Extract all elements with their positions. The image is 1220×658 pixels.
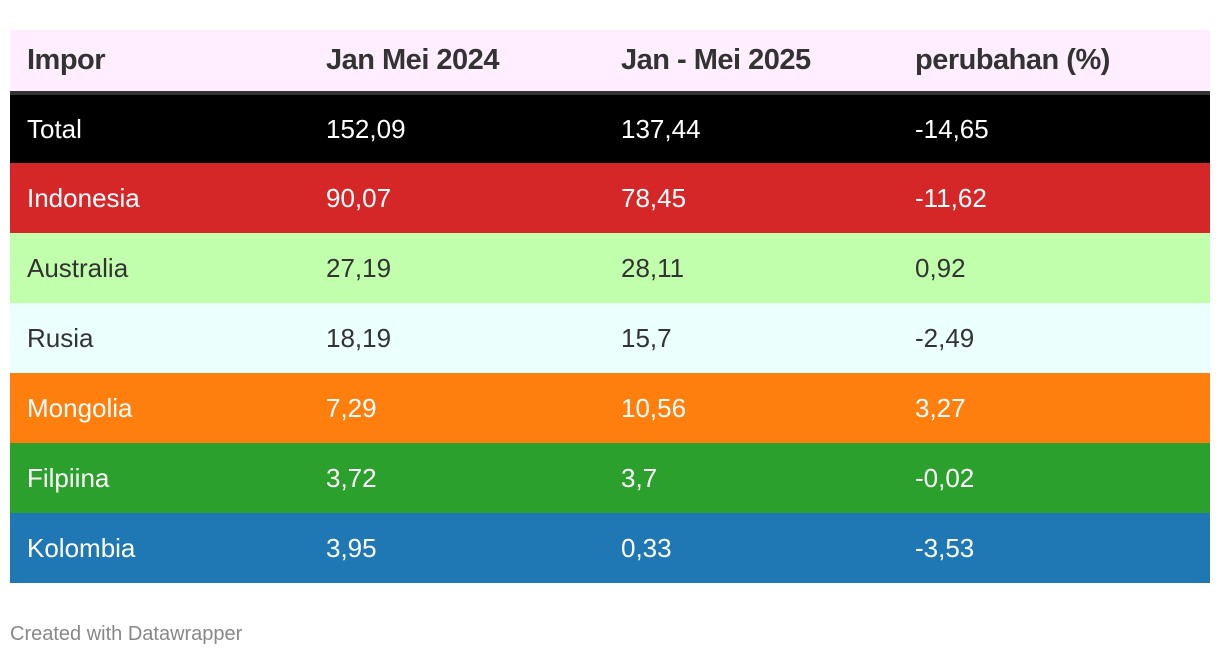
cell-change: -2,49 <box>915 322 975 353</box>
cell-2025: 137,44 <box>621 113 701 144</box>
table-row-total: Total 152,09 137,44 -14,65 <box>10 93 1210 163</box>
cell-2024: 90,07 <box>326 182 392 213</box>
cell-2024: 152,09 <box>326 113 406 144</box>
cell-2024: 27,19 <box>326 252 392 283</box>
cell-2024: 7,29 <box>326 392 377 423</box>
cell-2025: 78,45 <box>621 182 687 213</box>
cell-2025: 0,33 <box>621 532 672 563</box>
cell-2025: 28,11 <box>621 252 685 283</box>
table-header-row: Impor Jan Mei 2024 Jan - Mei 2025 peruba… <box>10 30 1210 95</box>
cell-change: 0,92 <box>915 252 966 283</box>
header-jan-mei-2025[interactable]: Jan - Mei 2025 <box>604 30 898 95</box>
cell-2024: 3,95 <box>326 532 377 563</box>
cell-country: Total <box>27 113 82 144</box>
cell-2025: 10,56 <box>621 392 687 423</box>
table-row-filpiina: Filpiina 3,72 3,7 -0,02 <box>10 443 1210 513</box>
cell-2024: 18,19 <box>326 322 392 353</box>
cell-change: -14,65 <box>915 113 989 144</box>
cell-change: -11,62 <box>915 182 987 213</box>
cell-2024: 3,72 <box>326 462 377 493</box>
cell-country: Mongolia <box>27 392 133 423</box>
cell-country: Kolombia <box>27 532 136 563</box>
imports-table: Impor Jan Mei 2024 Jan - Mei 2025 peruba… <box>10 30 1210 583</box>
cell-2025: 15,7 <box>621 322 672 353</box>
table-row-australia: Australia 27,19 28,11 0,92 <box>10 233 1210 303</box>
cell-country: Australia <box>27 252 129 283</box>
header-jan-mei-2024[interactable]: Jan Mei 2024 <box>309 30 604 95</box>
table-row-kolombia: Kolombia 3,95 0,33 -3,53 <box>10 513 1210 583</box>
cell-2025: 3,7 <box>621 462 658 493</box>
data-table-container: Impor Jan Mei 2024 Jan - Mei 2025 peruba… <box>10 30 1210 583</box>
cell-country: Indonesia <box>27 182 140 213</box>
cell-country: Rusia <box>27 322 94 353</box>
cell-change: -0,02 <box>915 462 975 493</box>
cell-change: -3,53 <box>915 532 975 563</box>
cell-country: Filpiina <box>27 462 110 493</box>
table-row-indonesia: Indonesia 90,07 78,45 -11,62 <box>10 163 1210 233</box>
table-row-mongolia: Mongolia 7,29 10,56 3,27 <box>10 373 1210 443</box>
header-perubahan[interactable]: perubahan (%) <box>898 30 1210 95</box>
table-row-rusia: Rusia 18,19 15,7 -2,49 <box>10 303 1210 373</box>
header-impor[interactable]: Impor <box>10 30 309 95</box>
cell-change: 3,27 <box>915 392 966 423</box>
datawrapper-credit[interactable]: Created with Datawrapper <box>10 623 243 645</box>
